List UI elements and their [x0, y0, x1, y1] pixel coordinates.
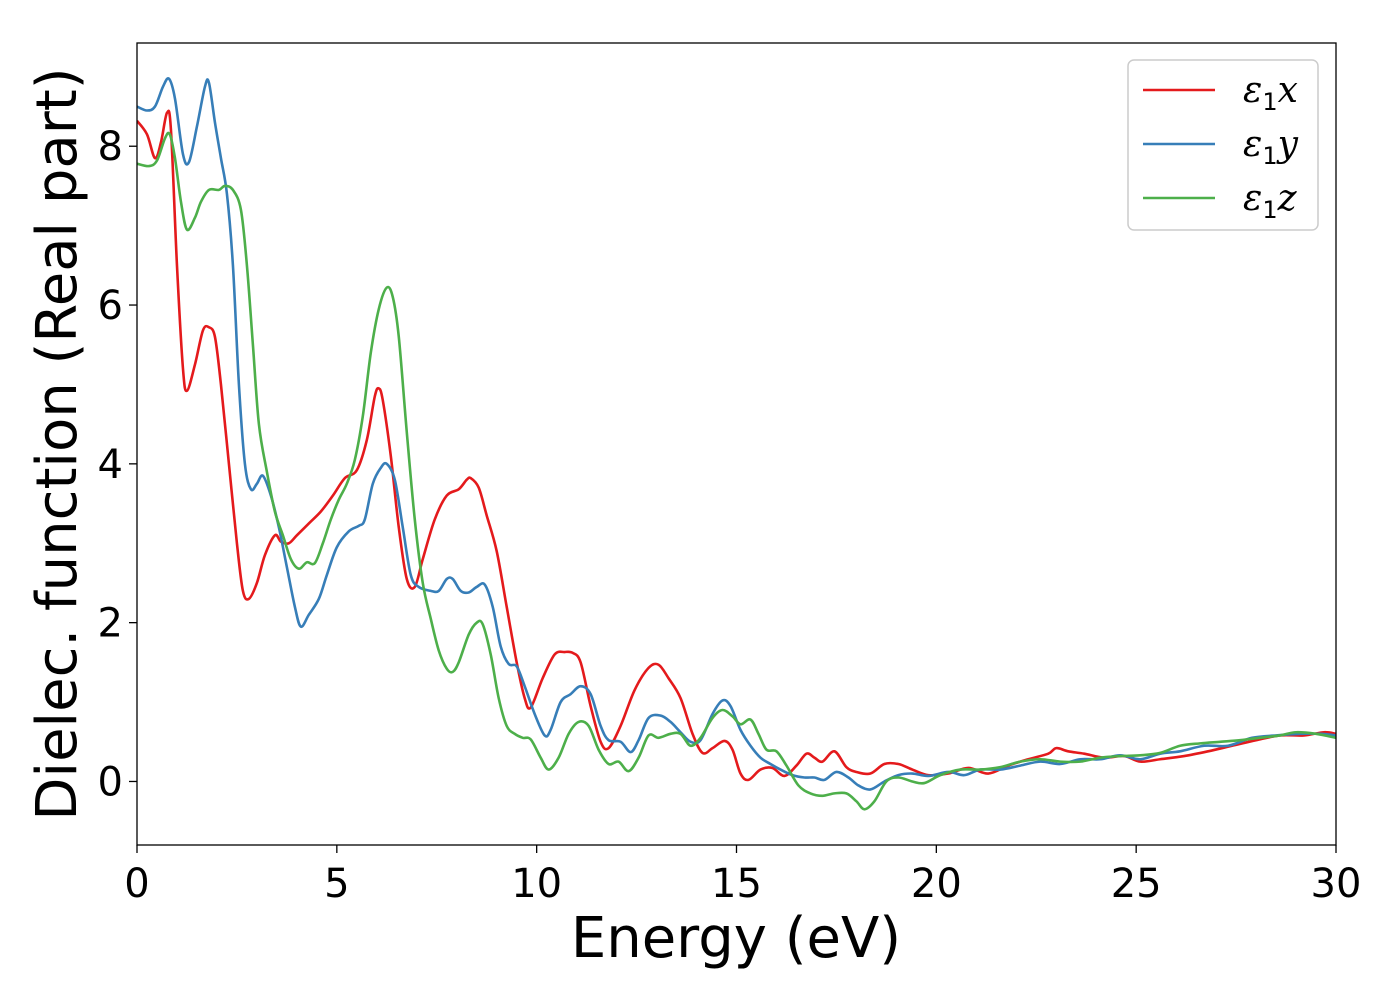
y-axis-ticks: 0 2 4 6 8 — [98, 124, 137, 805]
series-line-y — [137, 77, 1336, 791]
y-tick-label: 2 — [98, 601, 123, 647]
series-line-z — [137, 131, 1336, 811]
y-tick-label: 0 — [98, 759, 123, 805]
x-tick-label: 25 — [1111, 861, 1162, 907]
legend: ε1x ε1y ε1z — [1127, 59, 1319, 231]
x-tick-label: 20 — [911, 861, 962, 907]
x-axis-ticks: 0 5 10 15 20 25 30 — [124, 845, 1361, 907]
x-tick-label: 10 — [511, 861, 562, 907]
series-line-x — [137, 109, 1336, 782]
y-tick-label: 8 — [98, 124, 123, 170]
x-tick-label: 5 — [324, 861, 349, 907]
legend-label-z: ε1z — [1243, 178, 1298, 224]
y-tick-label: 6 — [98, 283, 123, 329]
legend-label-x: ε1x — [1243, 70, 1298, 116]
legend-label-y: ε1y — [1243, 124, 1299, 170]
legend-box — [1127, 59, 1319, 231]
series-lines — [137, 77, 1336, 811]
x-tick-label: 30 — [1311, 861, 1362, 907]
x-tick-label: 15 — [711, 861, 762, 907]
y-tick-label: 4 — [98, 442, 123, 488]
x-tick-label: 0 — [124, 861, 149, 907]
y-axis-title: Dielec. function (Real part) — [25, 67, 90, 820]
x-axis-title: Energy (eV) — [571, 906, 901, 971]
